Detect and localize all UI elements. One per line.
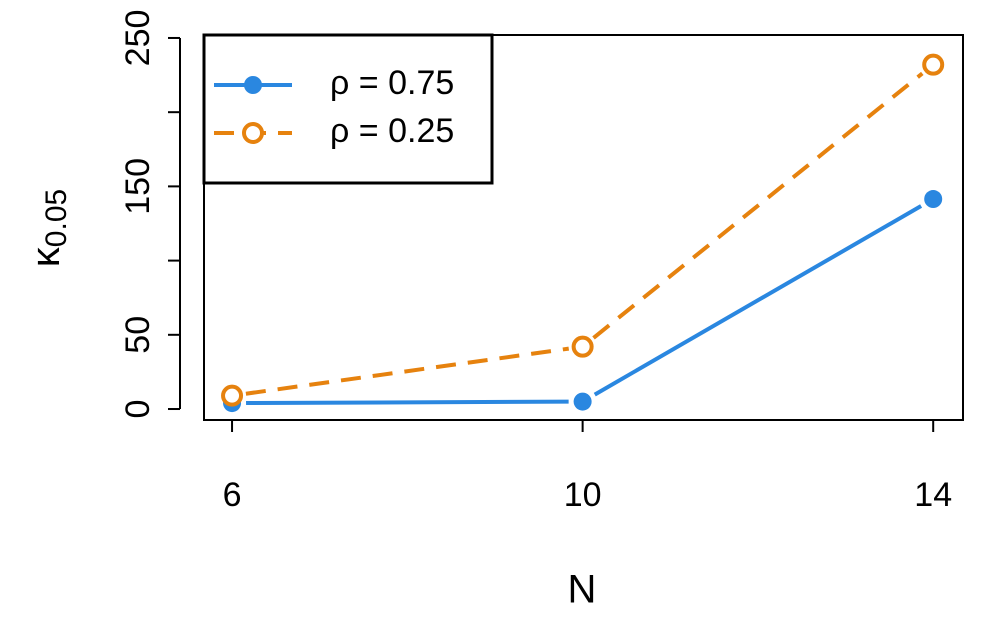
marker bbox=[242, 122, 264, 144]
legend-label: ρ = 0.75 bbox=[330, 64, 454, 102]
y-label-main: κ bbox=[24, 246, 68, 267]
marker bbox=[924, 190, 943, 209]
legend: ρ = 0.75 ρ = 0.25 bbox=[202, 33, 494, 185]
y-tick-label: 250 bbox=[119, 10, 157, 67]
marker bbox=[571, 335, 594, 358]
series-line bbox=[593, 204, 923, 397]
y-tick-label: 0 bbox=[119, 400, 157, 419]
x-axis-label: N bbox=[568, 568, 597, 612]
marker bbox=[922, 53, 945, 76]
x-tick-label: 10 bbox=[564, 476, 602, 514]
y-tick-label: 150 bbox=[119, 158, 157, 215]
series-line bbox=[246, 399, 569, 406]
y-axis-label: κ0.05 bbox=[24, 189, 73, 267]
series-line bbox=[245, 346, 570, 396]
marker bbox=[244, 76, 262, 94]
marker bbox=[221, 384, 244, 407]
marker bbox=[573, 392, 592, 411]
legend-box bbox=[202, 33, 494, 185]
y-tick-label: 50 bbox=[119, 316, 157, 354]
x-tick-label: 6 bbox=[223, 476, 242, 514]
y-label-sub: 0.05 bbox=[40, 189, 73, 247]
series-line bbox=[592, 71, 924, 340]
legend-label: ρ = 0.25 bbox=[330, 112, 454, 150]
x-tick-label: 14 bbox=[914, 476, 952, 514]
